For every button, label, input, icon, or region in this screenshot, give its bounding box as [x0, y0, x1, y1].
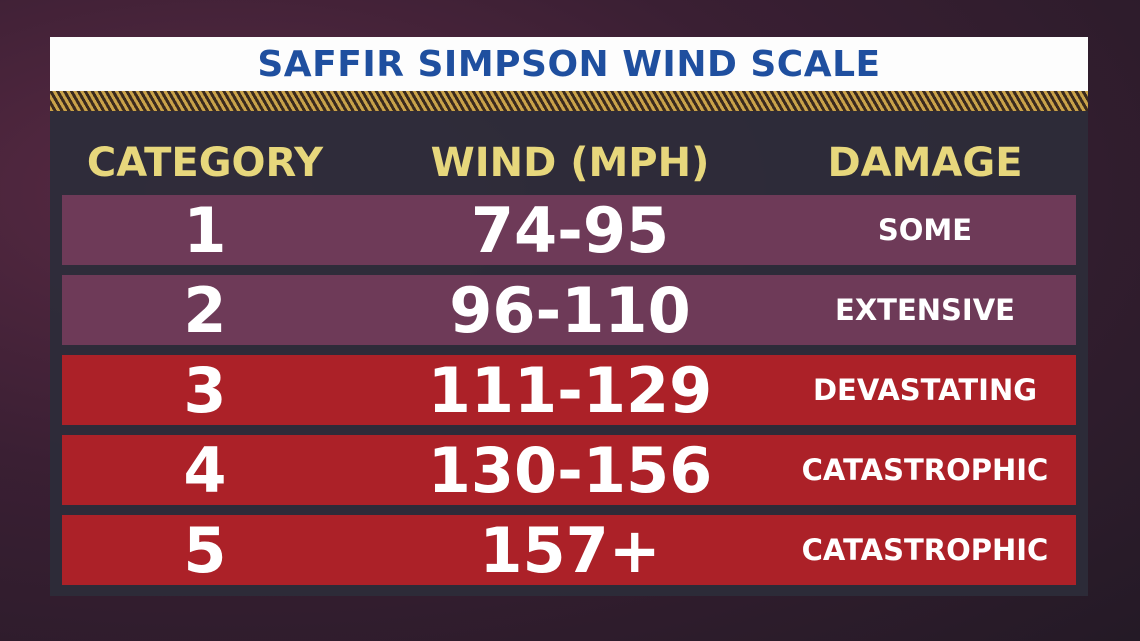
- wind-speed: 157+: [479, 513, 661, 587]
- table-row: 2 96-110 EXTENSIVE: [62, 273, 1076, 347]
- table-row: 3 111-129 DEVASTATING: [62, 353, 1076, 427]
- damage: EXTENSIVE: [835, 293, 1015, 327]
- wind-speed: 111-129: [427, 353, 713, 427]
- table-row: 5 157+ CATASTROPHIC: [62, 513, 1076, 587]
- hatched-stripe: [50, 91, 1088, 111]
- category: 5: [183, 513, 227, 587]
- title-bar: SAFFIR SIMPSON WIND SCALE: [50, 37, 1088, 91]
- category: 3: [183, 353, 227, 427]
- column-header: WIND (MPH): [430, 140, 710, 186]
- column-header: CATEGORY: [86, 140, 324, 186]
- category: 4: [183, 433, 227, 507]
- damage: CATASTROPHIC: [801, 533, 1049, 567]
- damage: SOME: [877, 213, 973, 247]
- category: 1: [183, 193, 227, 267]
- table-panel: CATEGORY WIND (MPH) DAMAGE 1 74-95 SOME 2 96…: [50, 111, 1088, 596]
- title: SAFFIR SIMPSON WIND SCALE: [257, 43, 881, 85]
- column-header: DAMAGE: [827, 140, 1023, 186]
- wind-speed: 96-110: [449, 273, 691, 347]
- table-row: 1 74-95 SOME: [62, 193, 1076, 267]
- table-row: 4 130-156 CATASTROPHIC: [62, 433, 1076, 507]
- damage: CATASTROPHIC: [801, 453, 1049, 487]
- wind-speed: 130-156: [427, 433, 713, 507]
- wind-speed: 74-95: [470, 193, 670, 267]
- damage: DEVASTATING: [812, 373, 1038, 407]
- category: 2: [183, 273, 227, 347]
